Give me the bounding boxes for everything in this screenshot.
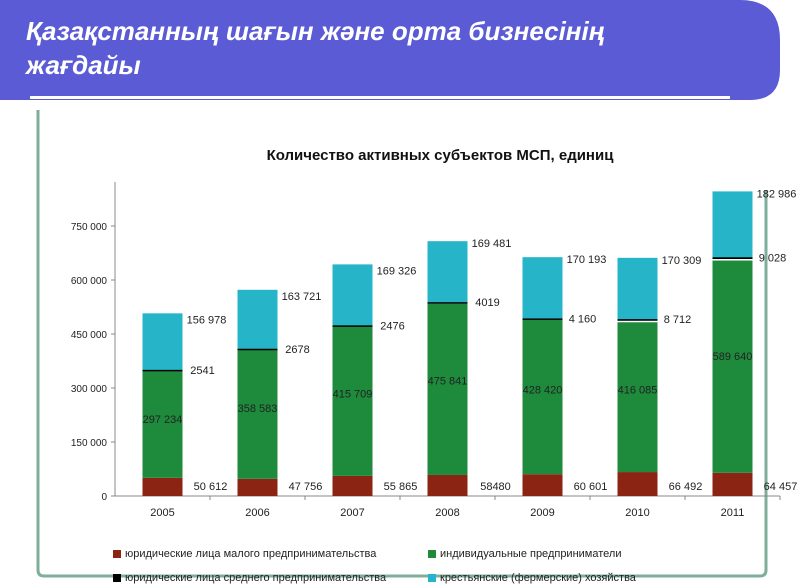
data-label: 156 978 <box>187 314 227 326</box>
data-label: 60 601 <box>574 481 608 493</box>
legend-item: юридические лица малого предпринимательс… <box>113 548 376 560</box>
data-label: 170 193 <box>567 254 607 266</box>
x-tick-label: 2008 <box>435 507 459 519</box>
x-tick-label: 2005 <box>150 507 174 519</box>
bar-segment-юридические <box>332 475 373 496</box>
bar-segment-крестьянские <box>712 191 753 258</box>
bar-segment-юридические <box>617 317 658 321</box>
data-label: 475 841 <box>428 376 468 388</box>
data-label: 169 326 <box>377 265 417 277</box>
bar-segment-юридические <box>522 474 563 496</box>
bar-segment-юридические <box>617 472 658 496</box>
data-label: 428 420 <box>523 384 563 396</box>
y-tick-label: 450 000 <box>71 330 108 341</box>
content-frame <box>36 110 768 578</box>
bar-segment-крестьянские <box>332 264 373 326</box>
legend-swatch <box>428 550 436 558</box>
x-tick-label: 2010 <box>625 507 649 519</box>
data-label: 416 085 <box>618 385 658 397</box>
legend-item: индивидуальные предприниматели <box>428 548 621 560</box>
bar-segment-крестьянские <box>427 241 468 303</box>
bar-segment-крестьянские <box>617 257 658 320</box>
data-label: 297 234 <box>143 414 183 426</box>
data-label: 66 492 <box>669 481 703 493</box>
bar-segment-крестьянские <box>142 313 183 370</box>
data-label: 9 028 <box>759 252 787 264</box>
bar-segment-крестьянские <box>237 289 278 349</box>
data-label: 2476 <box>380 320 404 332</box>
data-label: 4019 <box>475 297 499 309</box>
title-banner: Қазақстанның шағын және орта бизнесінің … <box>0 0 800 110</box>
data-label: 47 756 <box>289 481 323 493</box>
bar-segment-индивидуальные <box>142 370 183 478</box>
slide-title: Қазақстанның шағын және орта бизнесінің … <box>26 16 605 80</box>
legend-label: юридические лица малого предпринимательс… <box>125 548 377 560</box>
data-label: 415 709 <box>333 389 373 401</box>
data-label: 163 721 <box>282 291 322 303</box>
data-label: 55 865 <box>384 481 418 493</box>
data-label: 50 612 <box>194 481 228 493</box>
legend-swatch <box>113 550 121 558</box>
bar-segment-индивидуальные <box>237 349 278 479</box>
data-label: 169 481 <box>472 238 512 250</box>
legend-label: крестьянские (фермерские) хозяйства <box>440 572 636 584</box>
bar-segment-юридические <box>712 472 753 496</box>
y-tick-label: 300 000 <box>71 384 108 395</box>
legend-label: юридические лица среднего предпринимател… <box>125 572 387 584</box>
data-label: 358 583 <box>238 403 278 415</box>
bar-segment-юридические <box>142 477 183 496</box>
data-label: 2541 <box>190 365 214 377</box>
title-banner-shape <box>0 0 780 100</box>
y-tick-label: 150 000 <box>71 438 108 449</box>
legend-swatch <box>428 574 436 582</box>
data-label: 170 309 <box>662 255 702 267</box>
legend-label: индивидуальные предприниматели <box>440 548 622 560</box>
bar-segment-индивидуальные <box>332 326 373 476</box>
bar-segment-индивидуальные <box>427 303 468 475</box>
data-label: 589 640 <box>713 351 753 363</box>
data-label: 58480 <box>480 481 511 493</box>
y-tick-label: 0 <box>101 492 107 503</box>
bar-segment-крестьянские <box>522 257 563 319</box>
data-label: 182 986 <box>757 188 797 200</box>
legend-swatch <box>113 574 121 582</box>
bar-segment-юридические <box>712 255 753 260</box>
data-label: 8 712 <box>664 314 692 326</box>
y-tick-label: 600 000 <box>71 276 108 287</box>
x-tick-label: 2006 <box>245 507 269 519</box>
x-tick-label: 2009 <box>530 507 554 519</box>
bar-segment-индивидуальные <box>712 260 753 473</box>
x-tick-label: 2007 <box>340 507 364 519</box>
bar-segment-индивидуальные <box>617 322 658 473</box>
data-label: 4 160 <box>569 313 597 325</box>
bar-segment-индивидуальные <box>522 319 563 475</box>
x-tick-label: 2011 <box>721 507 745 519</box>
chart-title: Количество активных субъектов МСП, едини… <box>266 147 614 164</box>
bar-segment-юридические <box>237 478 278 496</box>
y-tick-label: 750 000 <box>71 222 108 233</box>
legend-item: юридические лица среднего предпринимател… <box>113 572 386 584</box>
legend-item: крестьянские (фермерские) хозяйства <box>428 572 636 584</box>
data-label: 2678 <box>285 344 309 356</box>
bar-segment-юридические <box>427 474 468 496</box>
data-label: 64 457 <box>764 481 798 493</box>
